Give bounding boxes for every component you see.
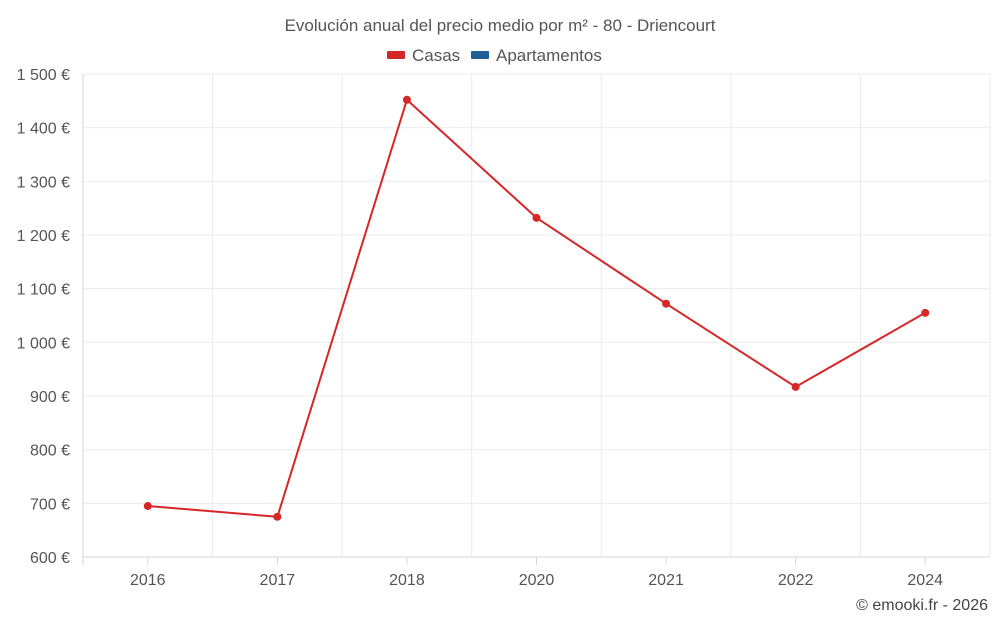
data-point-casas[interactable] [532,213,541,222]
legend-swatch-casas [387,51,405,59]
x-axis-ticks: 2016 2017 2018 2020 2021 2022 2024 [130,557,943,589]
axes [82,74,990,565]
footer-credit: © emooki.fr - 2026 [856,597,988,614]
legend-swatch-apartamentos [471,51,489,59]
y-tick-label: 1 100 € [17,282,70,299]
series-line-casas [147,98,926,518]
legend-label-casas: Casas [412,46,460,65]
y-tick-label: 900 € [30,389,70,406]
x-tick-label: 2016 [130,572,166,589]
y-tick-label: 800 € [30,443,70,460]
data-point-casas[interactable] [402,95,411,104]
data-point-casas[interactable] [273,512,282,521]
x-tick-label: 2024 [907,572,943,589]
data-point-casas[interactable] [662,299,671,308]
y-tick-label: 1 200 € [17,228,70,245]
y-tick-label: 1 500 € [17,67,70,84]
grid [82,73,991,558]
legend-item-casas[interactable]: Casas [387,46,460,65]
legend-item-apartamentos[interactable]: Apartamentos [471,46,602,65]
y-tick-label: 1 000 € [17,335,70,352]
chart-title: Evolución anual del precio medio por m² … [285,16,716,35]
y-tick-label: 1 300 € [17,174,70,191]
y-axis-ticks: 600 € 700 € 800 € 900 € 1 000 € 1 100 € 1 200 … [17,67,70,567]
x-tick-label: 2018 [389,572,425,589]
x-tick-label: 2017 [260,572,296,589]
data-point-casas[interactable] [921,308,930,317]
y-tick-label: 700 € [30,496,70,513]
data-point-casas[interactable] [791,382,800,391]
y-tick-label: 1 400 € [17,121,70,138]
x-tick-label: 2022 [778,572,814,589]
x-tick-label: 2020 [519,572,555,589]
x-tick-label: 2021 [648,572,684,589]
legend-label-apartamentos: Apartamentos [496,46,602,65]
legend: Casas Apartamentos [387,46,602,65]
series-casas [143,95,930,521]
data-point-casas[interactable] [143,502,152,511]
y-tick-label: 600 € [30,550,70,567]
